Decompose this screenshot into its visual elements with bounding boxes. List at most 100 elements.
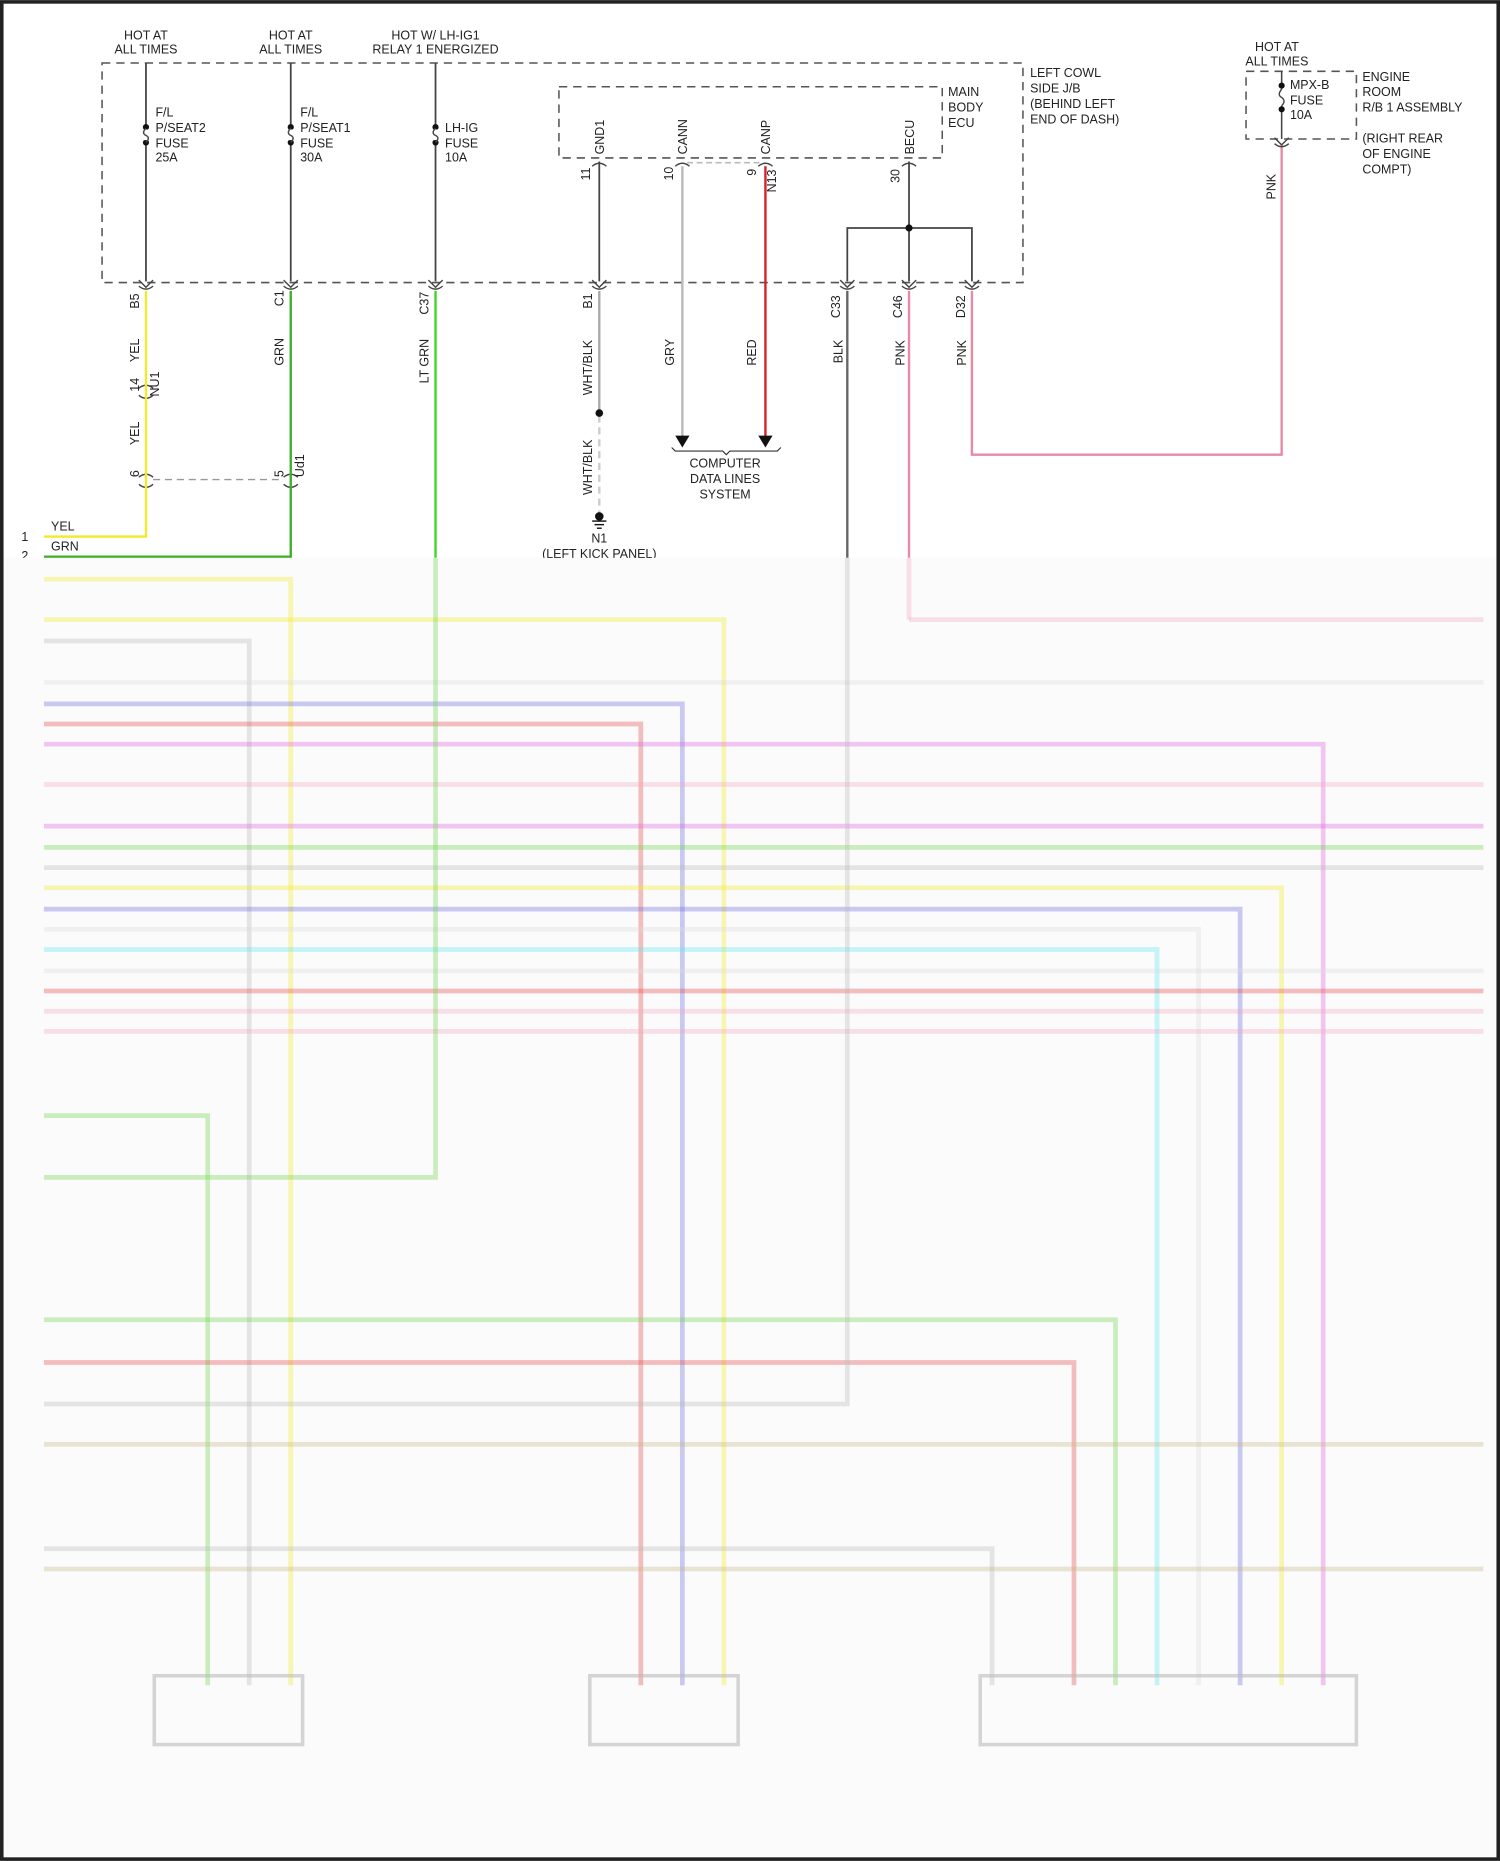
obscured-component xyxy=(588,1673,740,1747)
data-lines-text: DATA LINES xyxy=(690,472,760,486)
wire-label: RED xyxy=(745,339,759,365)
connector-symbol xyxy=(1274,137,1290,148)
obscured-wire xyxy=(43,1317,1118,1686)
obscured-component xyxy=(152,1673,305,1747)
wire-label: YEL xyxy=(51,520,75,534)
rb-label: OF ENGINE xyxy=(1362,147,1431,161)
data-lines-text: COMPUTER xyxy=(689,457,760,471)
source-label: HOT AT xyxy=(269,28,313,42)
splice-dot xyxy=(595,409,604,417)
pin-number: 9 xyxy=(745,169,759,176)
fuse-label: FUSE xyxy=(445,136,478,150)
data-lines-arrows xyxy=(671,435,782,456)
fuse-label: F/L xyxy=(155,105,173,119)
source-label: HOT AT xyxy=(1255,40,1299,54)
wire-label: PNK xyxy=(893,339,907,365)
ecu-outline xyxy=(558,85,944,159)
fuse-labels: F/L P/SEAT2 FUSE 25A F/L P/SEAT1 FUSE 30… xyxy=(155,105,478,164)
ecu-label: MAIN xyxy=(948,85,979,99)
engine-room-rb-outline xyxy=(1245,70,1358,140)
source-label: ALL TIMES xyxy=(1245,54,1308,68)
connector-pin: C1 xyxy=(273,290,287,306)
wire-label: GRN xyxy=(273,338,287,366)
wire-label: YEL xyxy=(128,422,142,446)
connector-pin: C33 xyxy=(829,295,843,318)
rb-label: ROOM xyxy=(1362,85,1401,99)
rb-label: COMPT) xyxy=(1362,162,1411,176)
fuse-symbols xyxy=(142,124,439,146)
obscured-wire xyxy=(43,926,1201,1686)
pin-number: 11 xyxy=(579,167,593,180)
obscured-wire xyxy=(43,617,727,1686)
fuse-label: LH-IG xyxy=(445,121,478,135)
pin-number: 2 xyxy=(21,549,28,563)
jb-label: SIDE J/B xyxy=(1030,82,1081,96)
source-label: ALL TIMES xyxy=(114,43,177,57)
jb-label: LEFT COWL xyxy=(1030,66,1101,80)
connector-id: Ud1 xyxy=(293,454,307,477)
ground-symbol xyxy=(592,512,607,529)
pin-name: GND1 xyxy=(593,120,607,155)
obscured-wire xyxy=(43,701,685,1686)
wires xyxy=(43,144,1283,558)
source-label: ALL TIMES xyxy=(259,43,322,57)
connector-pin: 14 xyxy=(128,378,142,392)
obscured-wire xyxy=(43,721,644,1686)
pin-number: 1 xyxy=(21,530,28,544)
connector-id: N13 xyxy=(765,169,779,192)
obscured-wiring xyxy=(43,557,1484,1686)
obscured-wire xyxy=(43,947,1160,1686)
ground-name: N1 xyxy=(591,531,607,545)
pin-name: BECU xyxy=(903,120,917,155)
fuse-symbol xyxy=(1278,82,1285,113)
obscured-wire xyxy=(43,557,438,1180)
connector-pin: D32 xyxy=(954,295,968,318)
obscured-wire xyxy=(43,741,1326,1686)
ecu-label: ECU xyxy=(948,116,974,130)
connector-symbols xyxy=(138,162,980,488)
wire-grn xyxy=(43,290,292,558)
data-lines-label: COMPUTER DATA LINES SYSTEM xyxy=(689,457,760,502)
wire-label: PNK xyxy=(1265,173,1279,199)
wire-label: WHT/BLK xyxy=(581,339,595,395)
pin-name: CANN xyxy=(676,119,690,154)
junction-block-outline xyxy=(101,62,1024,284)
fuse-label: P/SEAT1 xyxy=(300,121,350,135)
obscured-wire xyxy=(43,1360,1077,1686)
wire-label: WHT/BLK xyxy=(581,439,595,495)
obscured-wire xyxy=(43,1546,995,1686)
connector-pin: B5 xyxy=(128,293,142,308)
obscured-region xyxy=(4,557,1496,1857)
fuse-label: MPX-B xyxy=(1290,78,1329,92)
source-label: HOT W/ LH-IG1 xyxy=(391,28,479,42)
fuse-label: FUSE xyxy=(1290,94,1323,108)
fuse-label: 10A xyxy=(445,151,468,165)
rb-label: R/B 1 ASSEMBLY xyxy=(1362,101,1463,115)
jb-connector-labels: B5 C1 C37 B1 C33 C46 D32 xyxy=(128,290,968,318)
fuse-label: 25A xyxy=(155,151,178,165)
rb-label: (RIGHT REAR xyxy=(1362,132,1443,146)
wire-label: YEL xyxy=(128,338,142,362)
obscured-wire xyxy=(43,557,850,1407)
source-label: HOT AT xyxy=(124,28,168,42)
pin-name: CANP xyxy=(759,120,773,155)
wire-label: GRY xyxy=(663,338,677,365)
connector-pin: 6 xyxy=(128,470,142,477)
jb-label: (BEHIND LEFT xyxy=(1030,97,1115,111)
obscured-component xyxy=(978,1673,1359,1747)
fuse-label: FUSE xyxy=(300,136,333,150)
obscured-wire xyxy=(43,906,1243,1686)
rb-label: ENGINE xyxy=(1362,70,1410,84)
wire-label: BLK xyxy=(832,339,846,363)
fuse-label: 10A xyxy=(1290,108,1313,122)
wire-pnk-d32 xyxy=(970,144,1283,456)
wire-color-labels: YEL YEL 14 NU1 6 5 Ud1 GRN LT GRN WHT/BL… xyxy=(128,173,1279,495)
wire-yel xyxy=(43,290,148,538)
pin-number: 10 xyxy=(662,167,676,181)
fuse-label: F/L xyxy=(300,105,318,119)
fuse-label: P/SEAT2 xyxy=(155,121,205,135)
ecu-label: BODY xyxy=(948,101,984,115)
fuse-label: FUSE xyxy=(155,136,188,150)
